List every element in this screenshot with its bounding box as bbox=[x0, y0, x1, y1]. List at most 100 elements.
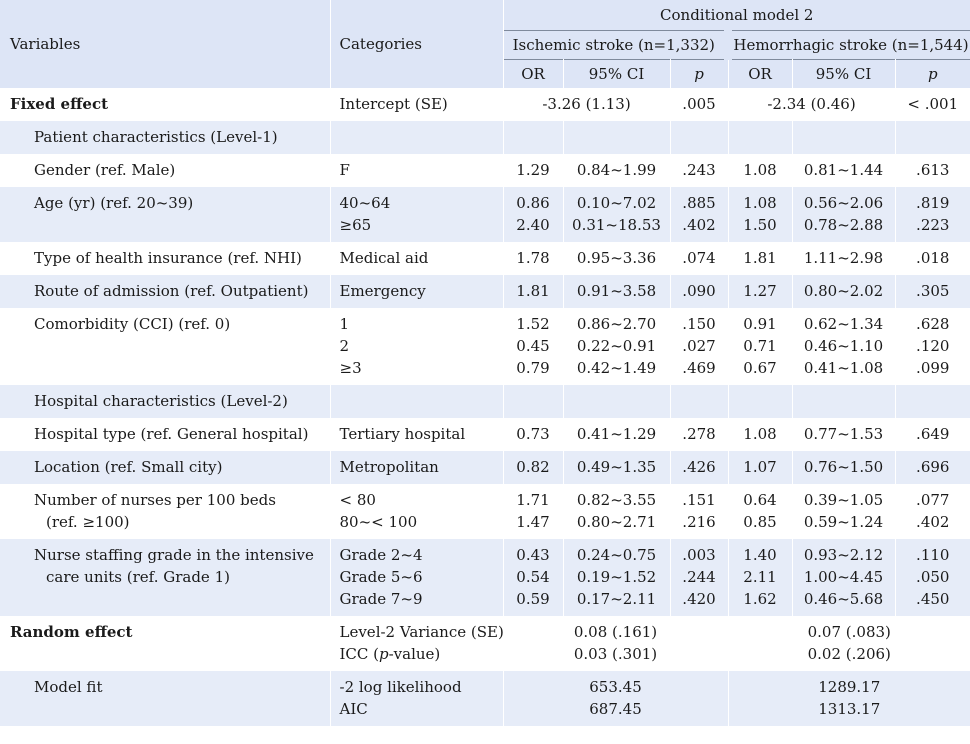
ischemic-summary-cell-line: 653.45 bbox=[589, 678, 642, 696]
hemorrhagic-or-cell-line: 1.08 bbox=[743, 425, 777, 443]
hemorrhagic-ci-cell-line: 0.76~1.50 bbox=[803, 458, 884, 476]
ischemic-ci-cell-line: 0.84~1.99 bbox=[576, 161, 657, 179]
ischemic-ci-cell: 0.95~3.36 bbox=[563, 242, 671, 275]
category-cell-line: Metropolitan bbox=[339, 458, 439, 476]
ischemic-or-cell: 1.81 bbox=[503, 275, 564, 308]
variable-cell-line: Number of nurses per 100 beds bbox=[34, 491, 276, 509]
model-title: Conditional model 2 bbox=[660, 6, 814, 24]
hemorrhagic-ci-cell: 0.39~1.05 0.59~1.24 bbox=[792, 484, 896, 539]
hemorrhagic-or-cell-line: 0.64 bbox=[743, 491, 777, 509]
hemorrhagic-or-cell: 1.08 1.50 bbox=[728, 187, 793, 242]
hemorrhagic-p-cell: .649 bbox=[895, 418, 970, 451]
variable-cell: Type of health insurance (ref. NHI) bbox=[0, 242, 331, 275]
col-variables-header: Variables bbox=[0, 0, 331, 88]
variable-cell: Number of nurses per 100 beds (ref. ≥100) bbox=[0, 484, 331, 539]
hemorrhagic-or-cell-line: 1.50 bbox=[743, 216, 777, 234]
ischemic-p-cell-line: .150 bbox=[682, 315, 716, 333]
table-row: Nurse staffing grade in the intensive car… bbox=[0, 539, 970, 616]
variable-cell: Hospital characteristics (Level-2) bbox=[0, 385, 331, 418]
ci-header: 95% CI bbox=[563, 59, 671, 88]
ischemic-ci-cell: 0.82~3.55 0.80~2.71 bbox=[563, 484, 671, 539]
variable-cell: Location (ref. Small city) bbox=[0, 451, 331, 484]
hemorrhagic-p-cell: .110 .050 .450 bbox=[895, 539, 970, 616]
table-row: Number of nurses per 100 beds (ref. ≥100)… bbox=[0, 484, 970, 539]
category-cell-line: ICC (p-value) bbox=[339, 645, 441, 663]
ci-header: 95% CI bbox=[792, 59, 896, 88]
category-cell: Tertiary hospital bbox=[330, 418, 504, 451]
category-cell-line: Tertiary hospital bbox=[339, 425, 466, 443]
ischemic-ci-cell: 0.86~2.70 0.22~0.91 0.42~1.49 bbox=[563, 308, 671, 385]
variable-cell: Fixed effect bbox=[0, 88, 331, 121]
ischemic-or-cell-line: 0.59 bbox=[516, 590, 550, 608]
hemorrhagic-ci-cell-line: 0.59~1.24 bbox=[803, 513, 884, 531]
hemorrhagic-p-cell-line: .305 bbox=[916, 282, 950, 300]
ischemic-or-cell: 1.71 1.47 bbox=[503, 484, 564, 539]
p-header: p bbox=[895, 59, 970, 88]
table-row: Patient characteristics (Level-1) bbox=[0, 121, 970, 154]
category-cell: Metropolitan bbox=[330, 451, 504, 484]
ischemic-ci-cell-line: 0.91~3.58 bbox=[576, 282, 657, 300]
variable-cell-line: Random effect bbox=[10, 623, 133, 641]
category-cell-line: Intercept (SE) bbox=[339, 95, 448, 113]
ischemic-p-cell-line: .151 bbox=[682, 491, 716, 509]
ischemic-ci-cell: 0.10~7.02 0.31~18.53 bbox=[563, 187, 671, 242]
category-cell-line: Grade 2~4 bbox=[339, 546, 423, 564]
table-row: Age (yr) (ref. 20~39) 40~64 ≥65 0.86 2.40 0.1… bbox=[0, 187, 970, 242]
table-row: Location (ref. Small city) Metropolitan 0.… bbox=[0, 451, 970, 484]
hemorrhagic-or-cell: 0.64 0.85 bbox=[728, 484, 793, 539]
hemorrhagic-or-cell: 1.08 bbox=[728, 154, 793, 187]
category-cell-line: Level-2 Variance (SE) bbox=[339, 623, 504, 641]
hemorrhagic-p-cell: .628 .120 .099 bbox=[895, 308, 970, 385]
ischemic-ci-cell: 0.49~1.35 bbox=[563, 451, 671, 484]
ischemic-p-cell: .150 .027 .469 bbox=[670, 308, 729, 385]
category-cell: 1 2 ≥3 bbox=[330, 308, 504, 385]
category-cell: Grade 2~4 Grade 5~6 Grade 7~9 bbox=[330, 539, 504, 616]
ischemic-p-cell-line: .244 bbox=[682, 568, 716, 586]
variable-cell-line: Patient characteristics (Level-1) bbox=[34, 128, 278, 146]
category-cell-line: AIC bbox=[339, 700, 368, 718]
ischemic-summary-cell: 653.45 687.45 bbox=[503, 671, 729, 726]
hemorrhagic-p-cell-line: .402 bbox=[916, 513, 950, 531]
table-row: Random effect Level-2 Variance (SE) ICC (p… bbox=[0, 616, 970, 671]
ischemic-or-cell-line: 1.47 bbox=[516, 513, 550, 531]
ischemic-ci-cell-line: 0.31~18.53 bbox=[572, 216, 661, 234]
category-cell-line: 40~64 bbox=[339, 194, 391, 212]
ischemic-p-cell-line: .003 bbox=[682, 546, 716, 564]
hemorrhagic-or-cell-line: 1.08 bbox=[743, 194, 777, 212]
variable-cell-line: Type of health insurance (ref. NHI) bbox=[34, 249, 302, 267]
variable-cell: Patient characteristics (Level-1) bbox=[0, 121, 331, 154]
ischemic-p-cell-line: .885 bbox=[682, 194, 716, 212]
variable-cell-line: Route of admission (ref. Outpatient) bbox=[34, 282, 309, 300]
ischemic-or-cell-line: 1.81 bbox=[516, 282, 550, 300]
ischemic-p-cell-line: .090 bbox=[682, 282, 716, 300]
ischemic-ci-cell-line: 0.80~2.71 bbox=[576, 513, 657, 531]
variable-cell-line: Gender (ref. Male) bbox=[34, 161, 176, 179]
col-categories-header: Categories bbox=[330, 0, 504, 88]
ischemic-p-cell: .243 bbox=[670, 154, 729, 187]
hemorrhagic-p-cell bbox=[895, 385, 970, 418]
hemorrhagic-p-cell bbox=[895, 121, 970, 154]
hemorrhagic-p-cell-line: .649 bbox=[916, 425, 950, 443]
ischemic-p-cell-line: .420 bbox=[682, 590, 716, 608]
ischemic-ci-cell-line: 0.10~7.02 bbox=[576, 194, 657, 212]
category-cell-line: -2 log likelihood bbox=[339, 678, 462, 696]
ischemic-ci-cell-line: 0.86~2.70 bbox=[576, 315, 657, 333]
table-row: Comorbidity (CCI) (ref. 0) 1 2 ≥3 1.52 0.45 0.… bbox=[0, 308, 970, 385]
variable-cell: Route of admission (ref. Outpatient) bbox=[0, 275, 331, 308]
category-cell: Level-2 Variance (SE) ICC (p-value) bbox=[330, 616, 504, 671]
hemorrhagic-ci-cell-line: 0.80~2.02 bbox=[803, 282, 884, 300]
category-cell-line: ≥3 bbox=[339, 359, 362, 377]
table-row: Gender (ref. Male) F 1.29 0.84~1.99 .243 1.08… bbox=[0, 154, 970, 187]
category-cell-line: F bbox=[339, 161, 350, 179]
table-row: Fixed effect Intercept (SE) -3.26 (1.13) .0… bbox=[0, 88, 970, 121]
hemorrhagic-or-ci-cell: -2.34 (0.46) bbox=[728, 88, 896, 121]
hemorrhagic-p-cell: .018 bbox=[895, 242, 970, 275]
hemorrhagic-p-cell: .819 .223 bbox=[895, 187, 970, 242]
hemorrhagic-ci-cell-line: 0.56~2.06 bbox=[803, 194, 884, 212]
variable-cell-line: (ref. ≥100) bbox=[46, 513, 130, 531]
ischemic-or-cell: 0.73 bbox=[503, 418, 564, 451]
group-hemorrhagic-header: Hemorrhagic stroke (n=1,544) bbox=[724, 30, 970, 60]
table-row: Route of admission (ref. Outpatient) Emer… bbox=[0, 275, 970, 308]
variable-cell-line: Model fit bbox=[34, 678, 103, 696]
hemorrhagic-summary-cell-line: 1313.17 bbox=[818, 700, 881, 718]
